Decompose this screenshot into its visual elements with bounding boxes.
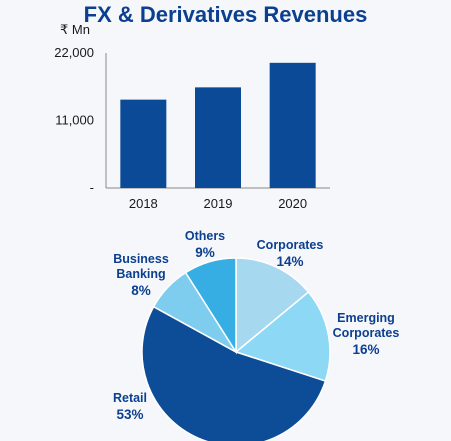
chart-title: FX & Derivatives Revenues <box>83 2 368 27</box>
pie-label-retail: Retail <box>113 391 147 405</box>
pie-slice-emerging-corporates <box>234 291 331 382</box>
pie-label-business-banking: Business Banking <box>113 252 169 281</box>
x-tick-label: 2018 <box>129 196 158 211</box>
y-tick-label: - <box>90 180 94 195</box>
x-tick-label: 2020 <box>278 196 307 211</box>
y-tick-label: 11,000 <box>55 113 94 128</box>
pie-label-others: Others <box>185 229 225 243</box>
pie-pct-others: 9% <box>195 245 215 260</box>
bar-2020 <box>269 62 316 189</box>
pie-slice-retail <box>141 305 327 441</box>
y-tick-label: 22,000 <box>54 45 94 60</box>
pie-label-emerging-corporates: Emerging Corporates <box>333 311 400 340</box>
pie-slice-others <box>184 257 237 355</box>
pie-pct-business-banking: 8% <box>131 283 151 298</box>
pie-pct-emerging-corporates: 16% <box>352 342 379 357</box>
pie-slice-corporates <box>235 257 310 354</box>
y-axis-unit-label: ₹ Mn <box>60 22 90 37</box>
pie-label-corporates: Corporates <box>257 238 324 252</box>
pie-pct-corporates: 14% <box>276 254 303 269</box>
bar-2019 <box>195 87 241 188</box>
pie-pct-retail: 53% <box>116 407 143 422</box>
bar-2018 <box>120 99 167 188</box>
x-tick-label: 2019 <box>204 196 233 211</box>
